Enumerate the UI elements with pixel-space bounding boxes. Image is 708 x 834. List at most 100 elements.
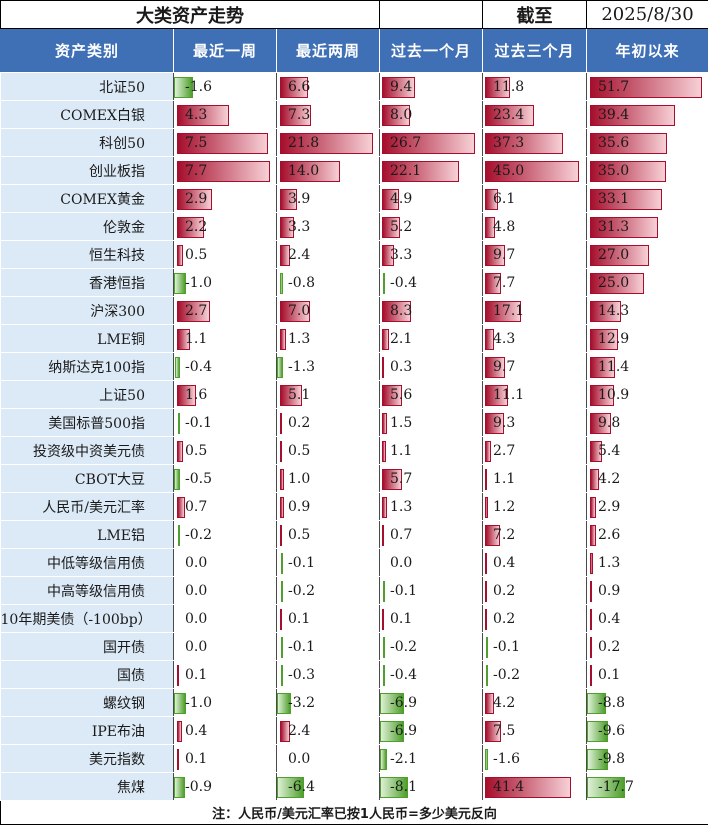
title-row: 大类资产走势 截至 2025/8/30 [0,0,708,29]
data-bar [280,525,283,546]
data-bar [590,245,649,266]
data-bar [590,189,662,210]
return-cell-3m: 23.4 [482,100,588,129]
return-value: 0.0 [185,583,208,599]
return-value: 25.0 [598,275,630,291]
return-value: -0.1 [288,639,315,655]
return-value: -0.3 [288,667,315,683]
return-cell-ytd: 9.8 [586,408,708,437]
return-value: 1.3 [598,555,621,571]
return-value: -0.2 [390,639,418,655]
data-bar [382,301,411,322]
data-bar [485,301,521,322]
return-value: 5.4 [598,443,621,459]
return-cell-3m: 7.5 [482,716,588,745]
return-cell-2w: 7.3 [276,100,381,129]
data-bar [177,133,268,154]
return-value: 0.2 [598,639,621,655]
return-value: -9.8 [598,751,626,767]
data-bar [485,525,501,546]
return-cell-ytd: 0.4 [586,604,708,633]
data-bar [177,217,204,238]
return-cell-1w: 0.0 [173,576,277,605]
column-header-1w: 最近一周 [173,28,277,73]
data-bar [280,385,302,406]
return-cell-ytd: 14.3 [586,296,708,325]
return-cell-1w: 2.9 [173,184,277,213]
return-cell-1w: -0.2 [173,520,277,549]
return-cell-ytd: 1.3 [586,548,708,577]
return-cell-2w: 5.1 [276,380,381,409]
return-value: -2.1 [390,751,418,767]
data-bar [280,497,284,518]
data-bar [382,385,402,406]
data-bar [382,77,415,98]
return-cell-3m: 45.0 [482,156,588,185]
asset-name: 10年期美债（-100bp） [0,604,174,633]
return-value: 0.2 [493,583,516,599]
return-cell-ytd: -8.8 [586,688,708,717]
return-value: 6.1 [493,191,516,207]
return-value: -1.0 [185,695,212,711]
data-bar [590,301,621,322]
data-bar [382,329,390,350]
data-bar [382,217,401,238]
data-bar [174,777,185,798]
return-cell-ytd: -9.8 [586,744,708,773]
data-bar [279,273,283,294]
return-cell-1m: 8.3 [379,296,484,325]
asset-name: 投资级中资美元债 [0,436,174,465]
return-cell-ytd: 35.0 [586,156,708,185]
return-value: 0.0 [185,639,208,655]
return-cell-3m: 11.1 [482,380,588,409]
return-cell-1w: 2.2 [173,212,277,241]
return-cell-ytd: 10.9 [586,380,708,409]
return-value: 5.2 [390,219,413,235]
return-value: 0.5 [185,443,208,459]
return-cell-1w: -0.5 [173,464,277,493]
return-cell-3m: 4.2 [482,688,588,717]
table-row: 科创50 7.5 21.8 26.7 37.3 35.6 [0,128,708,157]
return-cell-1w: 4.3 [173,100,277,129]
return-cell-3m: 9.7 [482,240,588,269]
return-value: -1.6 [493,751,521,767]
return-cell-3m: 4.3 [482,324,588,353]
data-bar [485,245,506,266]
return-cell-1m: -0.4 [379,268,484,297]
return-cell-1w: 0.0 [173,632,277,661]
table-row: 上证50 1.6 5.1 5.6 11.1 10.9 [0,380,708,409]
return-value: -0.8 [288,275,315,291]
return-value: 2.7 [493,443,516,459]
return-cell-3m: -1.6 [482,744,588,773]
return-value: 2.4 [288,723,311,739]
return-value: 41.4 [493,779,525,795]
return-cell-1w: 7.7 [173,156,277,185]
return-cell-1m: 1.5 [379,408,484,437]
data-bar [590,217,658,238]
return-value: -9.6 [598,723,626,739]
asset-name: 纳斯达克100指 [0,352,174,381]
return-value: 0.9 [288,499,311,515]
return-value: -0.1 [390,583,418,599]
table-row: 人民币/美元汇率 0.7 0.9 1.3 1.2 2.9 [0,492,708,521]
asset-name: 美元指数 [0,744,174,773]
return-value: 5.7 [390,471,413,487]
return-value: 7.7 [493,275,516,291]
asof-date: 2025/8/30 [586,0,708,29]
return-value: 7.5 [493,723,516,739]
return-value: 0.1 [598,667,621,683]
return-value: -3.2 [288,695,315,711]
asset-name: 香港恒指 [0,268,174,297]
return-value: 27.0 [598,247,630,263]
return-cell-2w: 7.0 [276,296,381,325]
return-cell-2w: 14.0 [276,156,381,185]
data-bar [177,441,184,462]
asset-name: 螺纹钢 [0,688,174,717]
return-cell-2w: -0.1 [276,632,381,661]
data-bar [382,525,385,546]
data-bar [590,357,615,378]
return-value: 0.1 [185,751,208,767]
data-bar [590,161,666,182]
data-bar [280,329,286,350]
